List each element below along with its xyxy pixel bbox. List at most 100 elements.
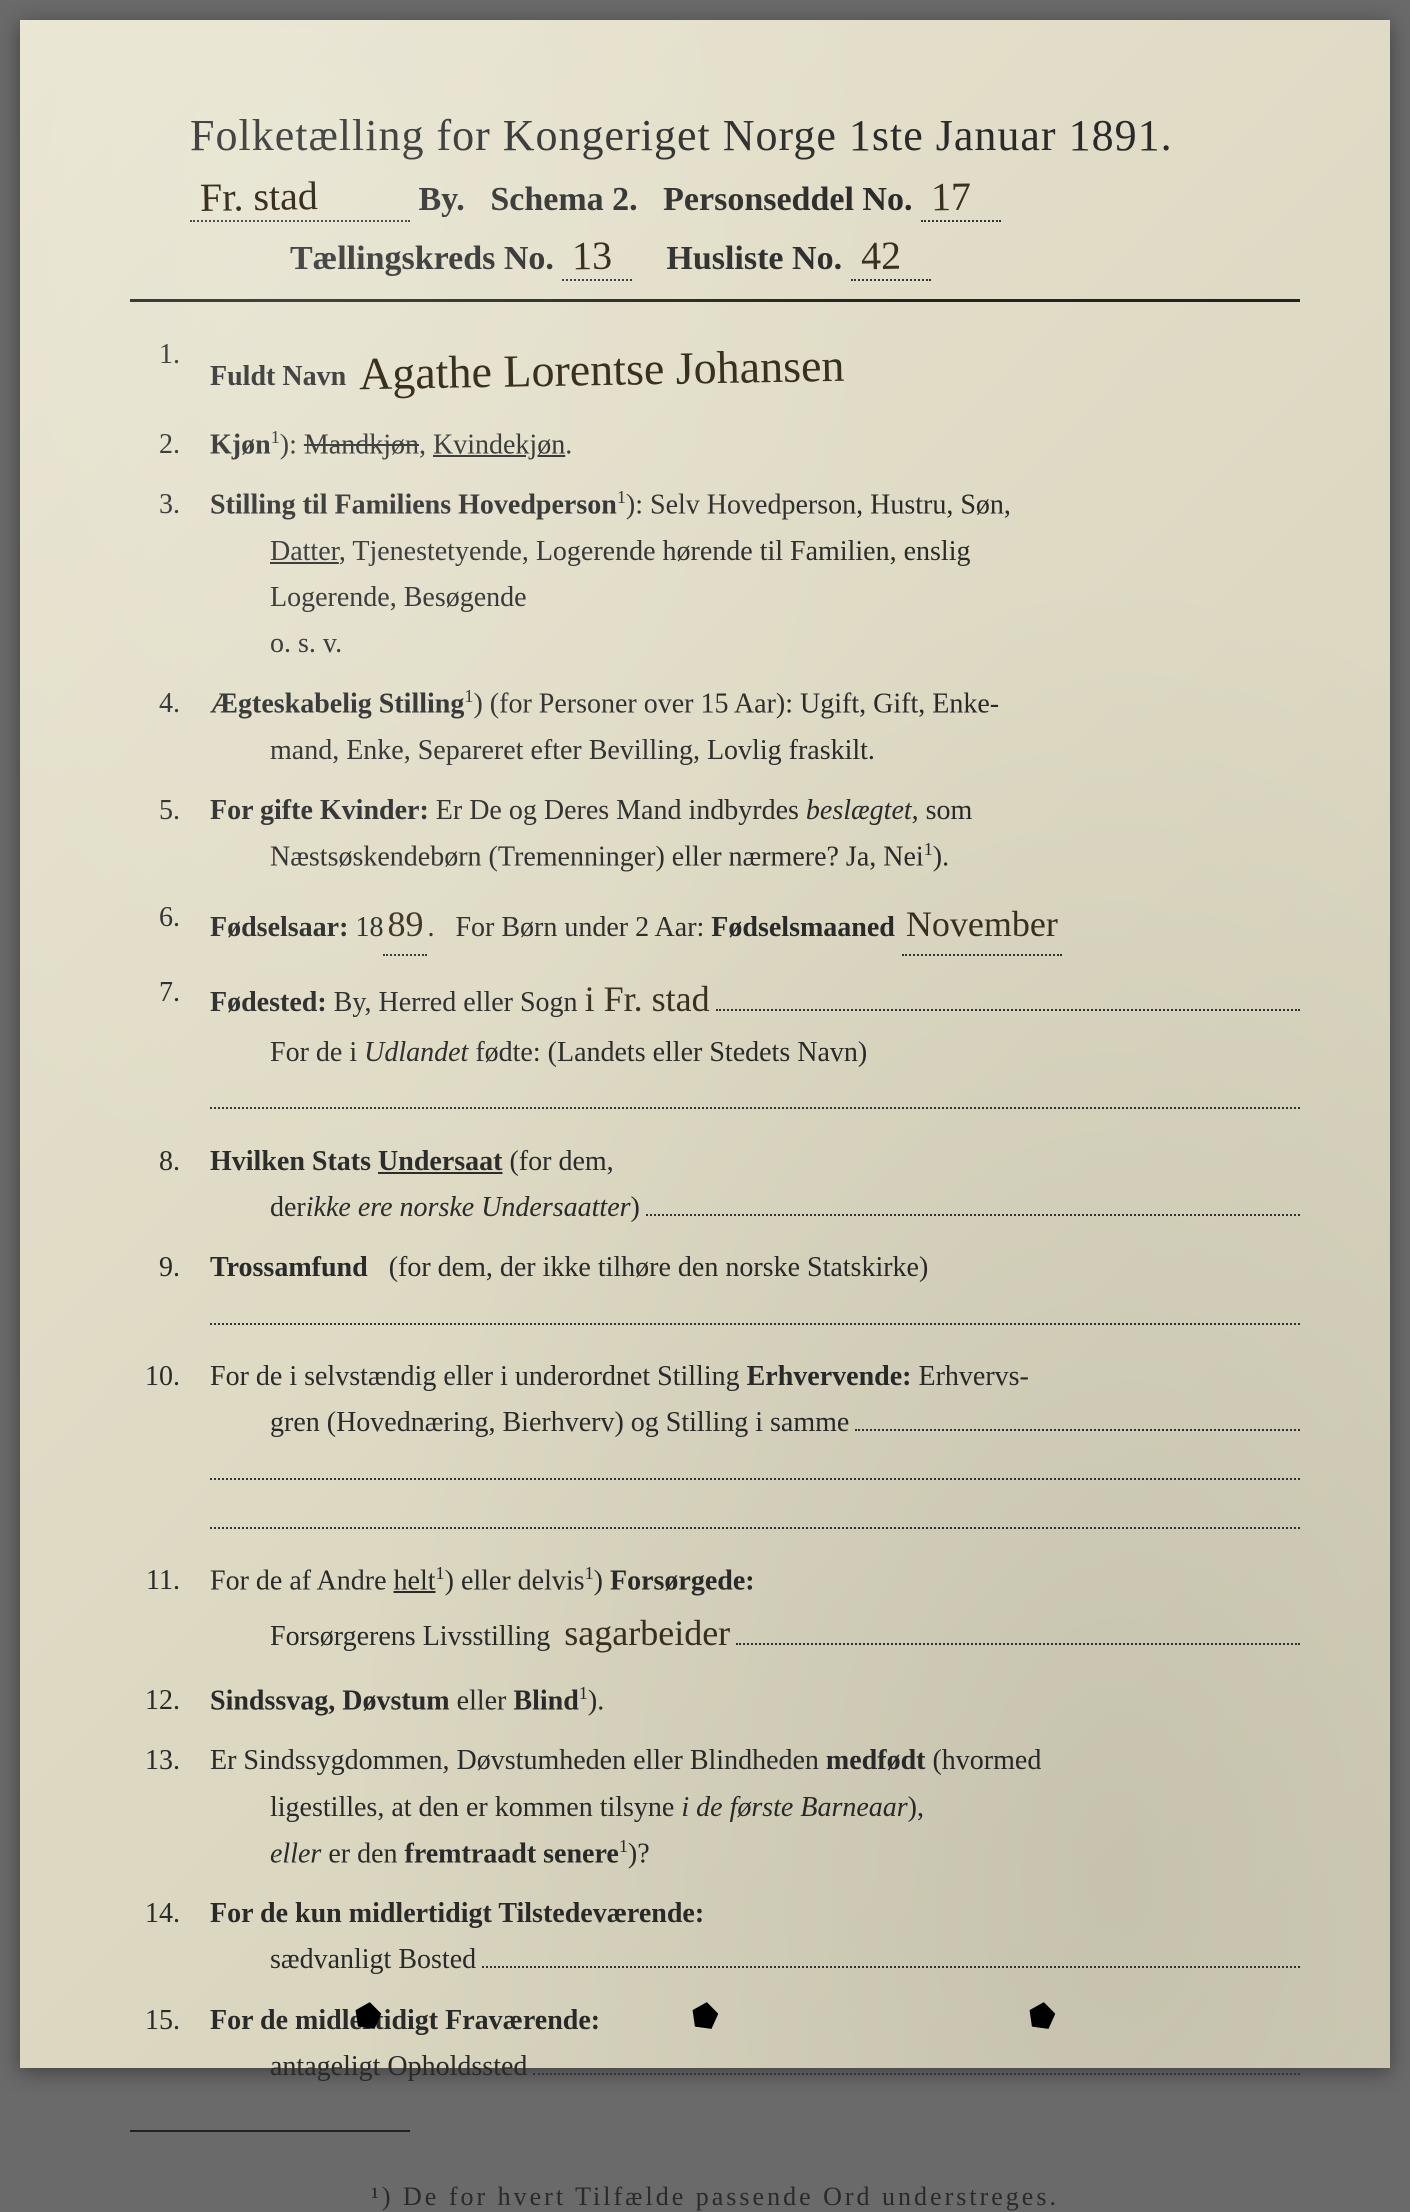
item-number: 3. (130, 482, 210, 667)
kreds-label: Tællingskreds No. (290, 240, 554, 277)
blank-dotted-line (210, 1291, 1300, 1325)
option-kvindekjon: Kvindekjøn (433, 429, 565, 460)
bold-word: medfødt (826, 1745, 926, 1776)
footnote-divider (130, 2130, 410, 2132)
paren-text: (for dem, der ikke tilhøre den norske St… (389, 1252, 929, 1283)
item-6: 6. Fødselsaar: 1889. For Børn under 2 Aa… (130, 895, 1300, 956)
dotted-fill (855, 1403, 1300, 1431)
item-content: Trossamfund (for dem, der ikke tilhøre d… (210, 1245, 1300, 1340)
line2-text: Erhvervs- (918, 1361, 1028, 1392)
line2: Forsørgerens Livsstilling sagarbeider (210, 1604, 1300, 1663)
item-number: 11. (130, 1558, 210, 1664)
item-content: Fødested: By, Herred eller Sogn i Fr. st… (210, 970, 1300, 1124)
helt-underlined: helt (394, 1565, 436, 1596)
item-4: 4. Ægteskabelig Stilling1) (for Personer… (130, 681, 1300, 774)
hole-icon (1027, 2000, 1056, 2029)
line2: der ikke ere norske Undersaatter) (210, 1185, 1300, 1231)
field-label: Trossamfund (210, 1252, 368, 1283)
form-header: Folketælling for Kongeriget Norge 1ste J… (130, 110, 1300, 302)
item-9: 9. Trossamfund (for dem, der ikke tilhør… (130, 1245, 1300, 1340)
item-8: 8. Hvilken Stats Undersaat (for dem, der… (130, 1139, 1300, 1231)
month-handwritten: November (906, 895, 1058, 954)
or-text: eller (450, 1685, 514, 1716)
husliste-no-handwritten: 42 (854, 232, 907, 280)
italic-word: beslægtet (806, 795, 912, 826)
options-line3: Logerende, Besøgende (210, 575, 1300, 621)
item-content: Kjøn1): Mandkjøn, Kvindekjøn. (210, 422, 1300, 469)
dotted-fill (736, 1617, 1300, 1645)
field-label: Fuldt Navn (210, 361, 346, 392)
item-content: Ægteskabelig Stilling1) (for Personer ov… (210, 681, 1300, 774)
item-content: Er Sindssygdommen, Døvstumheden eller Bl… (210, 1738, 1300, 1877)
item-12: 12. Sindssvag, Døvstum eller Blind1). (130, 1678, 1300, 1725)
field-label: Sindssvag, Døvstum (210, 1685, 450, 1716)
field-label: Kjøn (210, 429, 271, 460)
text-part: , som (912, 795, 973, 826)
blind-label: Blind (513, 1685, 578, 1716)
item-10: 10. For de i selvstændig eller i underor… (130, 1354, 1300, 1544)
person-label: Personseddel No. (663, 181, 912, 218)
dotted-fill (533, 2047, 1300, 2075)
field-label: For gifte Kvinder: (210, 795, 429, 826)
line3: eller er den fremtraadt senere1)? (210, 1831, 1300, 1878)
item-content: Fuldt Navn Agathe Lorentse Johansen (210, 332, 1300, 408)
field-label: Fødselsaar: (210, 912, 348, 943)
name-handwritten: Agathe Lorentse Johansen (353, 328, 852, 413)
field-label: Forsørgede: (610, 1565, 755, 1596)
option-mandkjon: Mandkjøn (304, 429, 419, 460)
item-number: 13. (130, 1738, 210, 1877)
item-7: 7. Fødested: By, Herred eller Sogn i Fr.… (130, 970, 1300, 1124)
punch-holes (20, 2002, 1390, 2028)
paren-text: (for Personer over 15 Aar): (490, 689, 793, 720)
item-content: For de af Andre helt1) eller delvis1) Fo… (210, 1558, 1300, 1664)
by-label: By. (419, 181, 465, 218)
line2: ligestilles, at den er kommen tilsyne i … (210, 1785, 1300, 1831)
item-14: 14. For de kun midlertidigt Tilstedevære… (130, 1891, 1300, 1983)
item-number: 12. (130, 1678, 210, 1725)
blank-dotted-line (210, 1495, 1300, 1529)
item-11: 11. For de af Andre helt1) eller delvis1… (130, 1558, 1300, 1664)
item-number: 10. (130, 1354, 210, 1544)
footnote: ¹) De for hvert Tilfælde passende Ord un… (130, 2182, 1300, 2212)
item-number: 6. (130, 895, 210, 956)
label-part-a: Hvilken Stats (210, 1146, 378, 1177)
year-prefix: 18 (355, 912, 383, 943)
item-number: 5. (130, 788, 210, 881)
label-part-b: Undersaat (378, 1146, 502, 1177)
item-content: For gifte Kvinder: Er De og Deres Mand i… (210, 788, 1300, 881)
item-13: 13. Er Sindssygdommen, Døvstumheden elle… (130, 1738, 1300, 1877)
place-handwritten: i Fr. stad (585, 970, 710, 1029)
options-line1: Ugift, Gift, Enke- (800, 689, 999, 720)
text-part: (hvormed (925, 1745, 1041, 1776)
text-part: eller delvis (454, 1565, 585, 1596)
line2: For de i Udlandet fødte: (Landets eller … (210, 1030, 1300, 1076)
item-number: 14. (130, 1891, 210, 1983)
mid-text: For Børn under 2 Aar: (455, 912, 704, 943)
month-label: Fødselsmaaned (711, 912, 895, 943)
item-2: 2. Kjøn1): Mandkjøn, Kvindekjøn. (130, 422, 1300, 469)
kreds-no-handwritten: 13 (566, 232, 619, 280)
hole-icon (354, 2000, 383, 2029)
field-label: For de kun midlertidigt Tilstedeværende: (210, 1898, 704, 1929)
options-line2: Datter, Tjenestetyende, Logerende hørend… (210, 529, 1300, 575)
item-content: Hvilken Stats Undersaat (for dem, der ik… (210, 1139, 1300, 1231)
options-line2: mand, Enke, Separeret efter Bevilling, L… (210, 728, 1300, 774)
blank-dotted-line (210, 1446, 1300, 1480)
hole-icon (690, 2000, 719, 2029)
field-label: Erhvervende: (747, 1361, 912, 1392)
field-label: Ægteskabelig Stilling (210, 689, 464, 720)
census-form-page: Folketælling for Kongeriget Norge 1ste J… (20, 20, 1390, 2068)
city-handwritten: Fr. stad (194, 172, 325, 221)
husliste-label: Husliste No. (666, 240, 842, 277)
item-5: 5. For gifte Kvinder: Er De og Deres Man… (130, 788, 1300, 881)
footnote-text: De for hvert Tilfælde passende Ord under… (403, 2182, 1059, 2211)
dotted-fill (646, 1188, 1300, 1216)
text-part: For de af Andre (210, 1565, 394, 1596)
item-number: 1. (130, 332, 210, 408)
item-1: 1. Fuldt Navn Agathe Lorentse Johansen (130, 332, 1300, 408)
header-divider (130, 299, 1300, 302)
text-part: Er Sindssygdommen, Døvstumheden eller Bl… (210, 1745, 826, 1776)
item-content: Fødselsaar: 1889. For Børn under 2 Aar: … (210, 895, 1300, 956)
header-row-2: Tællingskreds No. 13 Husliste No. 42 (130, 232, 1300, 281)
blank-dotted-line (210, 1076, 1300, 1110)
